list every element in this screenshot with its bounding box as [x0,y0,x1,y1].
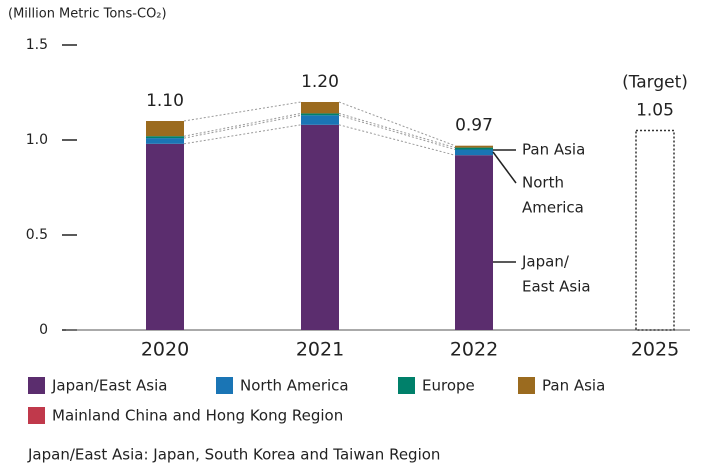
target-bar [635,129,675,331]
target-label: (Target) [622,73,688,93]
connector [338,112,456,149]
total-label: 1.10 [146,91,184,111]
annotation: America [522,199,584,217]
legend-label: Mainland China and Hong Kong Region [52,407,343,425]
total-label: 1.05 [636,101,674,121]
bar-segment [455,155,493,330]
footnote: Japan/East Asia: Japan, South Korea and … [27,446,440,464]
legend-swatch [518,377,535,394]
bar-segment [455,149,493,156]
legend-label: Europe [422,377,475,395]
bar-segment [146,138,184,144]
x-tick-label: 2021 [296,339,344,361]
bar-segment [455,147,493,150]
bar-segment [146,136,184,139]
legend-swatch [398,377,415,394]
annotation: Japan/ [521,253,570,271]
legend-swatch [28,407,45,424]
legend-label: North America [240,377,349,395]
connector [338,101,456,147]
legend-swatch [28,377,45,394]
total-label: 0.97 [455,116,493,136]
connector [183,101,302,122]
annotation: North [522,174,564,192]
legend-label: Japan/East Asia [51,377,167,395]
y-tick-label: 1.0 [26,132,48,148]
x-tick-label: 2025 [631,339,679,361]
bar-segment [301,124,339,330]
annotation: Pan Asia [522,141,585,159]
y-tick-label: 1.5 [26,37,48,53]
annotation: East Asia [522,278,591,296]
leader-line [492,151,517,184]
connector [338,124,456,156]
bar-segment [301,115,339,125]
legend-label: Pan Asia [542,377,605,395]
y-axis-label: (Million Metric Tons-CO₂) [8,7,167,22]
x-tick-label: 2020 [141,339,189,361]
connector [183,114,302,139]
bar-segment [455,145,493,148]
connector [183,112,302,137]
bar-segment [301,102,339,114]
y-tick-label: 0.5 [26,227,48,243]
bar-segment [301,113,339,116]
bar-segment [146,121,184,137]
x-tick-label: 2022 [450,339,498,361]
y-tick-label: 0 [39,322,48,338]
connector [338,114,456,150]
legend-swatch [216,377,233,394]
bar-segment [146,143,184,330]
total-label: 1.20 [301,72,339,92]
